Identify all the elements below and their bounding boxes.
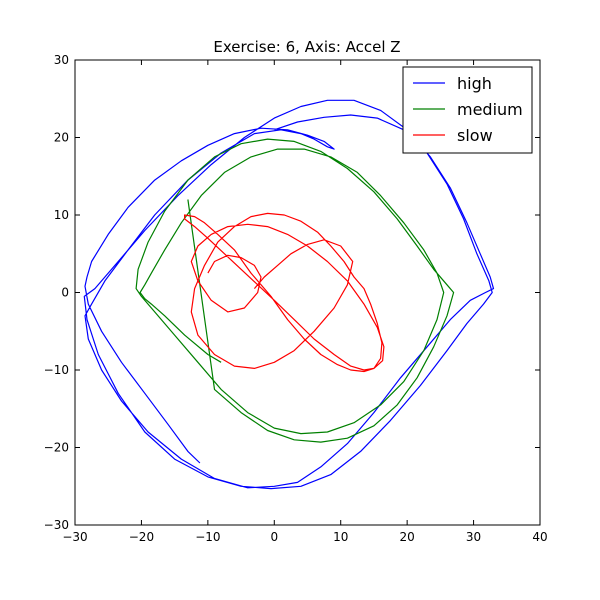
y-tick-label: 20	[54, 131, 69, 145]
chart-title: Exercise: 6, Axis: Accel Z	[213, 38, 400, 56]
series-line-medium	[135, 138, 455, 443]
y-tick-label: −30	[44, 518, 69, 532]
y-tick-label: 10	[54, 208, 69, 222]
x-tick-label: −30	[62, 530, 87, 544]
legend-label-high: high	[457, 74, 492, 93]
legend-label-slow: slow	[457, 126, 493, 145]
x-tick-label: −20	[129, 530, 154, 544]
y-tick-label: −20	[44, 441, 69, 455]
x-tick-label: −10	[195, 530, 220, 544]
legend-box	[402, 66, 533, 154]
y-axis: −30 −20 −10 0 10 20 30	[44, 53, 540, 532]
x-tick-label: 0	[270, 530, 278, 544]
series-group	[83, 99, 495, 490]
legend: high medium slow	[402, 66, 533, 154]
legend-label-medium: medium	[457, 100, 523, 119]
x-tick-label: 40	[532, 530, 547, 544]
series-line-high	[83, 99, 495, 490]
x-axis: −30 −20 −10 0 10 20 30 40	[62, 60, 548, 544]
x-tick-label: 30	[466, 530, 481, 544]
y-tick-label: 30	[54, 53, 69, 67]
x-tick-label: 20	[400, 530, 415, 544]
x-tick-label: 10	[333, 530, 348, 544]
y-tick-label: 0	[61, 286, 69, 300]
y-tick-label: −10	[44, 363, 69, 377]
series-line-slow	[184, 212, 385, 373]
